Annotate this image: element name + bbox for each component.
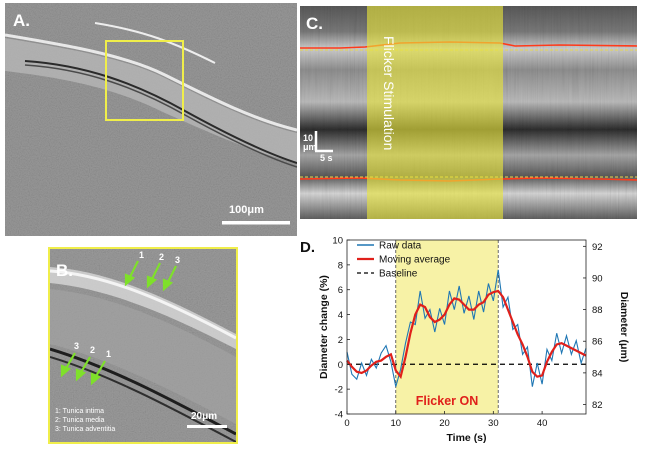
scalebar-a-text: 100μm	[229, 204, 264, 216]
x-tick-label: 40	[537, 418, 548, 429]
panel-d-chart: 0 10 20 30 40 -4 -2 0 2 4 6 8 10 82 84 86 88 90 92 D. Fl…	[300, 236, 630, 445]
y2-tick-label: 86	[592, 337, 603, 348]
y-tick-label: -4	[335, 410, 343, 421]
panel-a-image	[5, 3, 297, 236]
flicker-on-annotation: Flicker ON	[416, 394, 479, 408]
arrows-top	[124, 260, 177, 292]
y2-axis-label: Diameter (μm)	[618, 292, 630, 363]
legend-baseline-label: Baseline	[379, 269, 418, 280]
layer-legend-2: 2: Tunica media	[55, 417, 105, 424]
panel-c-label: C.	[306, 14, 323, 33]
x-tick-label: 10	[390, 418, 401, 429]
panel-b-micrograph: B. 1 2 3 3 2 1 1: Tunica intima 2: Tunic…	[48, 247, 238, 444]
x-tick-label: 30	[488, 418, 499, 429]
moving-average-series	[346, 289, 587, 380]
vessel-lumen-b	[50, 289, 236, 424]
y2-tick-label: 90	[592, 273, 603, 284]
x-tick-label: 0	[344, 418, 349, 429]
panel-d-label: D.	[300, 239, 315, 256]
roi-box	[105, 40, 184, 121]
legend-moving-label: Moving average	[379, 255, 451, 266]
y-tick-label: 8	[338, 260, 343, 271]
arrow-num-top-3: 3	[175, 255, 181, 265]
x-axis-ticks: 0 10 20 30 40	[344, 411, 547, 429]
arrow-num-bottom-2: 2	[90, 345, 96, 355]
y-axis-label: Diameter change (%)	[318, 275, 330, 379]
raw-data-series	[346, 269, 587, 387]
arrows-bottom	[60, 352, 106, 386]
scalebar-b-text: 20μm	[191, 411, 218, 422]
layer-legend-3: 3: Tunica adventitia	[55, 426, 116, 433]
panel-c-kymograph: Flicker Stimulation C. 10 μm 5 s	[300, 6, 637, 219]
y-tick-label: 0	[338, 360, 343, 371]
x-axis-label: Time (s)	[446, 432, 486, 444]
legend-raw-label: Raw data	[379, 241, 422, 252]
stimulation-text: Flicker Stimulation	[381, 36, 397, 150]
y2-tick-label: 88	[592, 305, 603, 316]
y-tick-label: 2	[338, 335, 343, 346]
plot-frame	[346, 239, 587, 415]
arrow-num-top-2: 2	[159, 252, 165, 262]
y2-axis-ticks: 82 84 86 88 90 92	[583, 242, 603, 411]
y-tick-label: -2	[335, 385, 343, 396]
panel-a-label: A.	[13, 11, 30, 30]
arrow-num-bottom-1: 1	[106, 349, 112, 359]
panel-c-image: Flicker Stimulation	[300, 6, 637, 219]
arrow-num-top-1: 1	[139, 250, 145, 260]
layer-legend: 1: Tunica intima 2: Tunica media 3: Tuni…	[55, 407, 115, 434]
vessel-wall-lower	[24, 60, 297, 164]
scalebar-a	[222, 221, 290, 225]
scale-vertical-text: 10 μm	[303, 133, 317, 152]
scale-horizontal-text: 5 s	[320, 153, 333, 163]
y2-tick-label: 82	[592, 400, 603, 411]
scalebar-b	[187, 425, 227, 428]
y2-tick-label: 84	[592, 368, 603, 379]
panel-b-label: B.	[56, 261, 73, 280]
layer-legend-1: 1: Tunica intima	[55, 408, 105, 415]
flicker-stimulation-overlay	[367, 6, 503, 219]
y-axis-ticks: -4 -2 0 2 4 6 8 10	[332, 236, 350, 421]
y2-tick-label: 92	[592, 242, 603, 253]
y-tick-label: 4	[338, 310, 343, 321]
y-tick-label: 6	[338, 285, 343, 296]
panel-a-micrograph: A. 100μm	[5, 3, 297, 236]
panel-b-image	[50, 249, 236, 442]
x-tick-label: 20	[439, 418, 450, 429]
arrow-num-bottom-3: 3	[74, 341, 80, 351]
chart-legend: Raw data Moving average Baseline	[357, 241, 451, 280]
y-tick-label: 10	[332, 236, 343, 247]
